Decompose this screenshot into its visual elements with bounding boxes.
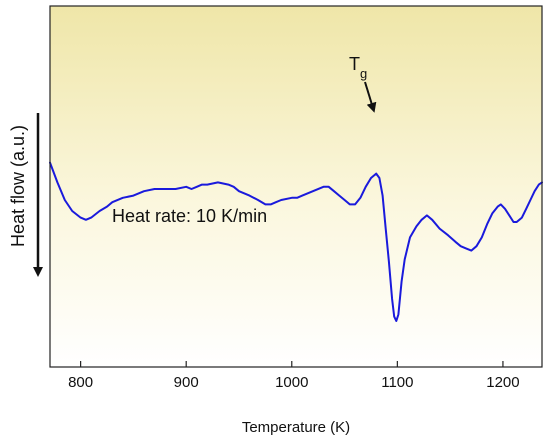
x-tick-label: 800 <box>68 374 93 391</box>
x-ticks: 800 900 1000 1100 1200 <box>68 361 520 391</box>
heat-flow-curve <box>49 161 543 322</box>
tg-main-text: T <box>349 54 360 74</box>
x-axis-title: Temperature (K) <box>242 419 350 436</box>
y-axis-title: Heat flow (a.u.) <box>8 113 43 277</box>
plot-background <box>50 6 542 367</box>
y-axis-title-text: Heat flow (a.u.) <box>8 125 28 247</box>
tg-label: Tg <box>349 54 367 81</box>
x-tick-label: 1100 <box>381 374 413 391</box>
tg-annotation: Tg <box>349 54 377 113</box>
heat-rate-label: Heat rate: 10 K/min <box>112 206 267 226</box>
x-tick-label: 1200 <box>486 374 519 391</box>
x-tick-label: 1000 <box>275 374 308 391</box>
tg-sub-text: g <box>360 66 367 81</box>
x-tick-label: 900 <box>174 374 199 391</box>
tg-arrow <box>364 81 377 113</box>
plot-frame <box>49 5 543 368</box>
